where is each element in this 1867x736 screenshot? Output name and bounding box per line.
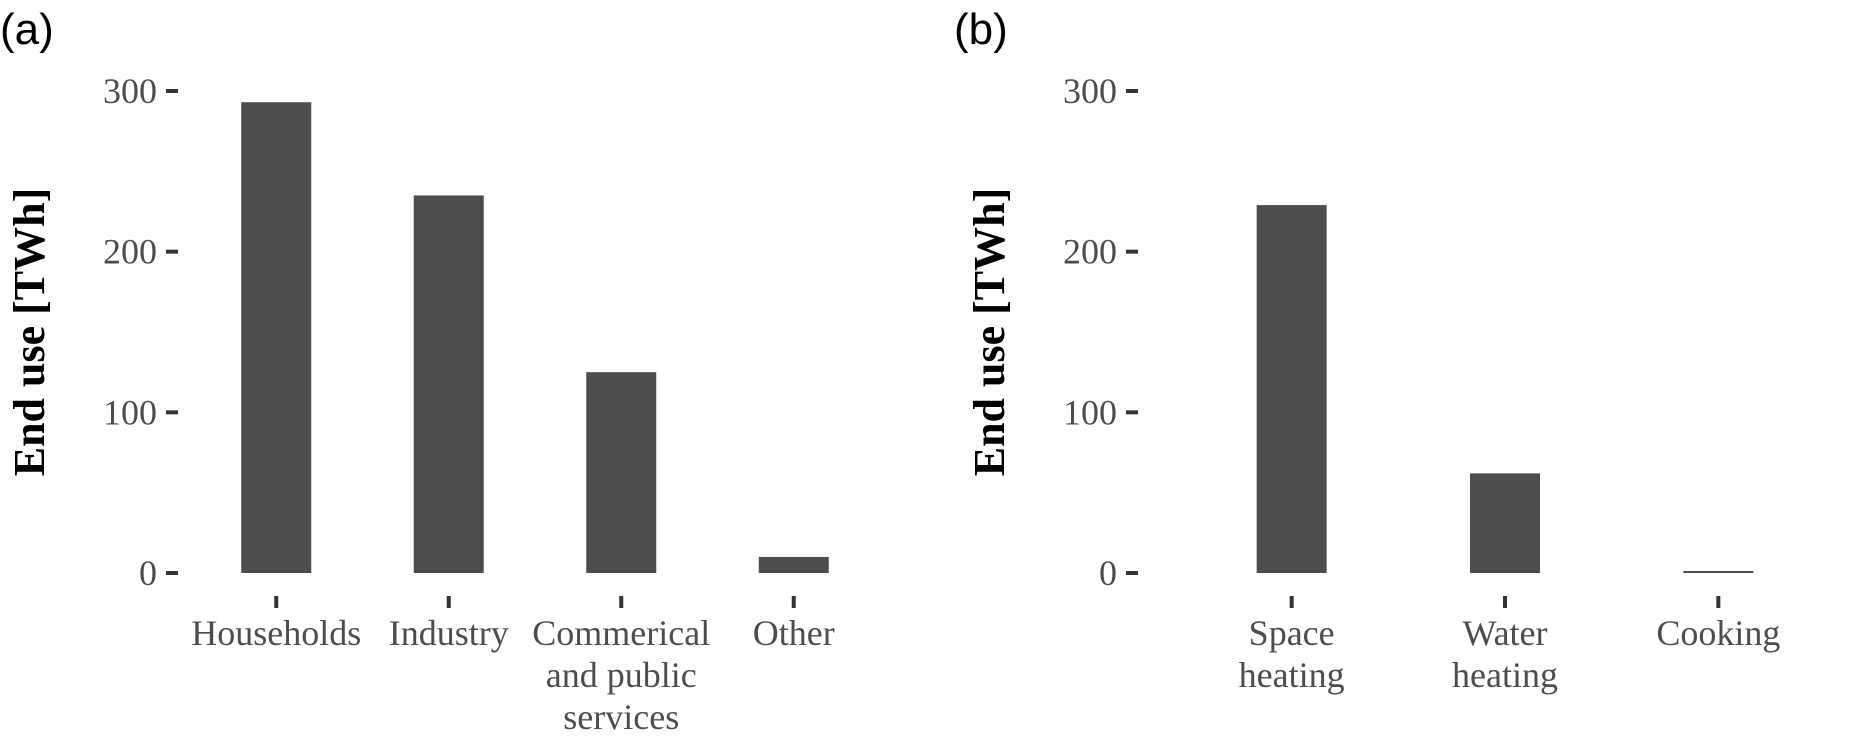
y-tick-label: 200 [103, 232, 157, 272]
y-tick-label: 0 [139, 553, 157, 593]
panel-label: (a) [0, 5, 54, 54]
x-category-label: Commerical [532, 613, 710, 653]
x-category-label: heating [1239, 655, 1345, 695]
bar [1470, 473, 1540, 573]
y-tick-label: 0 [1099, 553, 1117, 593]
y-tick-label: 100 [1063, 392, 1117, 432]
panel-b: (b)End use [TWh]0100200300SpaceheatingWa… [954, 5, 1780, 695]
bar [1256, 205, 1327, 573]
y-tick-label: 300 [103, 71, 157, 111]
bar [758, 556, 829, 573]
x-category-label: Cooking [1656, 613, 1780, 653]
x-category-label: Households [191, 613, 361, 653]
x-category-label: Industry [389, 613, 509, 653]
panel-label: (b) [954, 5, 1008, 54]
y-axis-label: End use [TWh] [5, 188, 54, 477]
bar [586, 372, 657, 573]
y-tick-label: 100 [103, 392, 157, 432]
y-tick-label: 300 [1063, 71, 1117, 111]
y-axis-label: End use [TWh] [965, 188, 1014, 477]
panel-a: (a) End use [TWh] 0 100 200 300 Households Indu… [0, 5, 835, 736]
x-category-label: services [563, 697, 679, 736]
x-category-label: Space [1249, 613, 1335, 653]
bar [1683, 571, 1754, 573]
x-category-label: Water [1462, 613, 1547, 653]
x-category-label: Other [753, 613, 835, 653]
x-category-label: and public [546, 655, 697, 695]
y-tick-label: 200 [1063, 232, 1117, 272]
bar [413, 195, 484, 573]
bar [241, 102, 312, 573]
x-category-label: heating [1452, 655, 1558, 695]
